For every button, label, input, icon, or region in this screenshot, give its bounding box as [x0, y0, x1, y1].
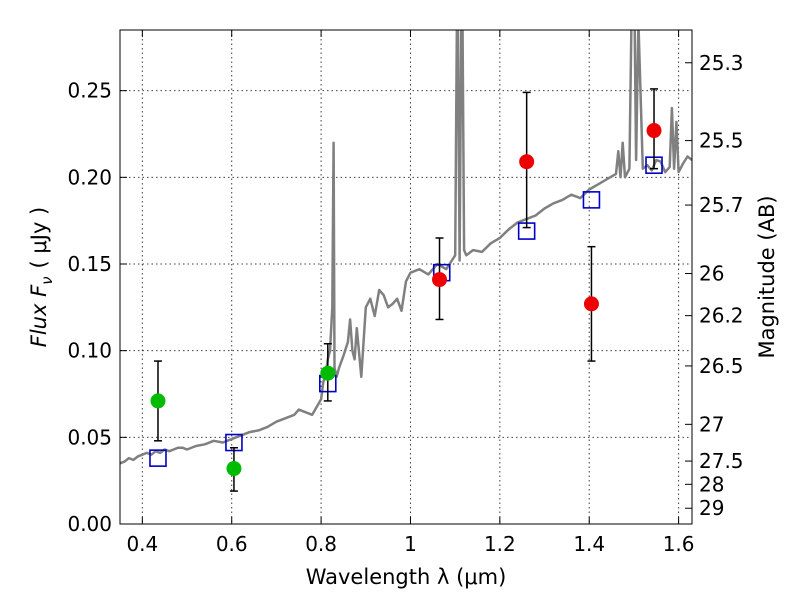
magnitude-tick-label: 28	[699, 472, 724, 496]
x-tick-label: 0.8	[305, 532, 337, 556]
y-axis-label-main: Flux F	[27, 284, 51, 347]
x-tick-label: 1.6	[663, 532, 695, 556]
photometry-point	[320, 365, 336, 381]
y-tick-label: 0.05	[67, 425, 112, 449]
points-layer	[149, 88, 663, 492]
y-axis-label-subscript: ν	[38, 276, 56, 284]
y-axis-label: Flux Fν ( μJy )	[27, 207, 56, 348]
right-axis-label: Magnitude (AB)	[755, 195, 779, 358]
x-tick-label: 1.2	[484, 532, 516, 556]
y-axis-label-unit: ( μJy )	[27, 207, 51, 269]
plot-frame	[119, 29, 693, 525]
x-tick-label: 1	[404, 532, 417, 556]
axis-tick-labels: 0.4 0.6 0.8 1 1.2 1.4 1.6 0.00 0.05 0.10 0.15 0.20 0…	[67, 51, 743, 556]
photometry-point	[432, 272, 448, 288]
magnitude-tick-label: 26	[699, 262, 724, 286]
magnitude-tick-label: 25.5	[699, 129, 744, 153]
axis-ticks	[120, 30, 692, 525]
photometry-point	[646, 123, 662, 139]
y-tick-label: 0.10	[67, 339, 112, 363]
model-photometry-square	[582, 191, 601, 209]
x-tick-label: 0.4	[126, 532, 158, 556]
plot-area-background	[120, 30, 692, 524]
photometry-point	[150, 393, 166, 409]
photometry-point	[583, 296, 599, 312]
x-axis-label: Wavelength λ (μm)	[306, 565, 507, 589]
photometry-point	[519, 154, 535, 170]
magnitude-tick-label: 25.3	[699, 51, 744, 75]
magnitude-tick-label: 27	[699, 412, 724, 436]
magnitude-tick-label: 26.5	[699, 354, 744, 378]
magnitude-tick-label: 29	[699, 496, 724, 520]
spectrum-line	[120, 30, 692, 465]
x-tick-label: 0.6	[216, 532, 248, 556]
magnitude-tick-label: 25.7	[699, 193, 744, 217]
y-tick-label: 0.25	[67, 79, 112, 103]
photometry-point	[226, 461, 242, 477]
spectrum-layer	[120, 30, 692, 465]
magnitude-tick-label: 26.2	[699, 304, 744, 328]
magnitude-tick-label: 27.5	[699, 449, 744, 473]
x-tick-label: 1.4	[573, 532, 605, 556]
y-tick-label: 0.00	[67, 512, 112, 536]
model-photometry-square	[149, 449, 167, 467]
y-tick-label: 0.20	[67, 165, 112, 189]
y-tick-label: 0.15	[67, 252, 112, 276]
